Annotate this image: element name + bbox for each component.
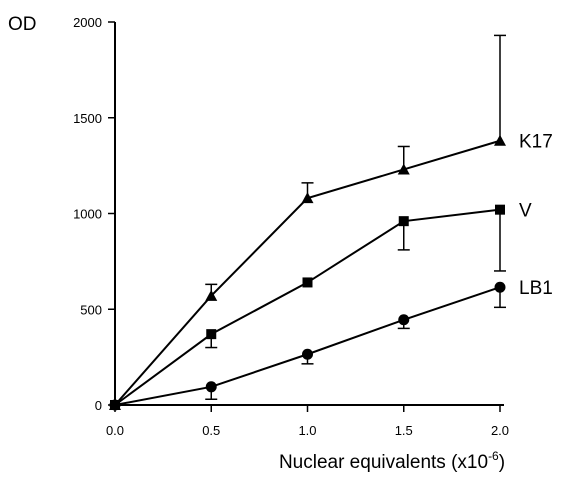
x-tick-label: 1.5: [395, 423, 413, 438]
series-v: V: [110, 201, 532, 410]
y-tick-label: 0: [95, 398, 102, 413]
data-point-triangle: [301, 192, 314, 204]
data-point-square: [206, 329, 217, 340]
x-axis-label-main: Nuclear equivalents (x10: [279, 452, 488, 473]
data-point-triangle: [205, 289, 218, 301]
x-tick-label: 0.0: [106, 423, 124, 438]
series-layer: K17 V LB1: [109, 34, 553, 411]
series-k17: K17: [109, 34, 553, 410]
x-tick-label: 0.5: [202, 423, 220, 438]
series-line-k17: [114, 139, 501, 406]
x-axis-label-suffix: ): [499, 452, 505, 473]
data-point-square: [302, 277, 313, 288]
y-tick-label: 1000: [73, 207, 102, 222]
series-lb1: LB1: [109, 278, 553, 411]
labels: OD Nuclear equivalents (x10-6): [8, 14, 505, 473]
data-point-circle: [205, 381, 217, 393]
data-point-triangle: [397, 163, 410, 175]
data-point-square: [495, 204, 505, 215]
x-axis-label-exponent: -6: [488, 449, 499, 463]
series-label-lb1: LB1: [519, 278, 553, 299]
y-axis-label: OD: [8, 14, 37, 35]
data-point-square: [398, 216, 409, 227]
series-label-v: V: [519, 201, 532, 222]
y-tick-label: 2000: [73, 15, 102, 30]
x-tick-label: 2.0: [491, 423, 509, 438]
data-point-circle: [398, 314, 410, 326]
x-axis-label: Nuclear equivalents (x10-6): [279, 449, 505, 473]
series-label-k17: K17: [519, 132, 553, 153]
axes: 0 500 1000 1500 2000 0.0 0.5 1.0 1.5 2.0: [73, 15, 509, 438]
data-point-circle: [302, 348, 313, 360]
data-point-circle: [494, 281, 506, 293]
x-tick-label: 1.0: [298, 423, 316, 438]
series-line-lb1: [114, 286, 501, 406]
y-tick-label: 1500: [73, 111, 102, 126]
data-point-triangle: [494, 134, 506, 146]
y-tick-label: 500: [80, 302, 102, 317]
data-point-circle: [109, 399, 121, 411]
